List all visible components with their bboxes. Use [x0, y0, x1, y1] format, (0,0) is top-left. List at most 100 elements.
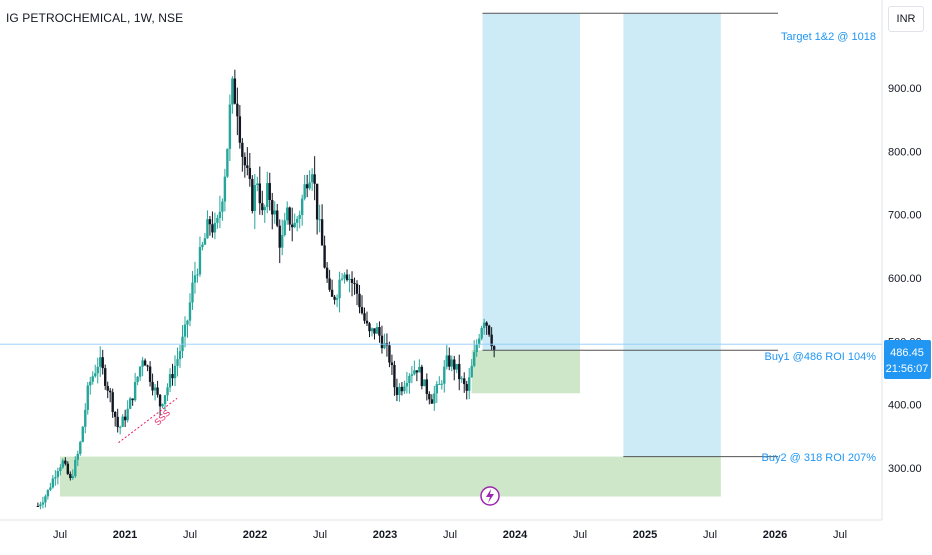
candle-body: [471, 366, 473, 377]
candle-body: [323, 245, 325, 267]
candle-body: [351, 279, 353, 283]
candle-body: [194, 275, 196, 282]
candle-body: [269, 183, 271, 200]
sss-label: SSS: [152, 408, 172, 428]
candle-body: [196, 274, 198, 275]
candle-body: [59, 467, 61, 471]
candle-body: [291, 225, 293, 228]
candle-body: [174, 366, 176, 378]
candle-body: [114, 412, 116, 417]
candle-body: [391, 363, 393, 365]
candle-body: [423, 379, 425, 386]
candle-body: [259, 184, 261, 204]
candle-body: [124, 417, 126, 421]
candle-body: [161, 404, 163, 406]
candle-body: [39, 505, 41, 507]
candle-body: [475, 345, 477, 352]
candle-body: [156, 387, 158, 394]
candle-body: [171, 374, 173, 378]
candle-body: [326, 268, 328, 279]
x-tick-label: 2026: [763, 529, 787, 541]
candle-body: [458, 364, 460, 379]
candle-body: [376, 327, 378, 334]
candle-body: [279, 226, 281, 248]
candle-body: [134, 382, 136, 400]
candle-body: [433, 393, 435, 403]
x-tick-label: Jul: [313, 529, 327, 541]
candle-body: [209, 219, 211, 224]
target-zone-1: [483, 13, 581, 350]
x-tick-label: Jul: [53, 529, 67, 541]
candle-body: [169, 374, 171, 387]
candle-body: [441, 384, 443, 385]
candle-body: [368, 323, 370, 331]
candle-body: [186, 321, 188, 325]
lightning-icon[interactable]: [481, 487, 499, 505]
candle-body: [144, 360, 146, 365]
candle-body: [401, 387, 403, 391]
x-tick-label: Jul: [183, 529, 197, 541]
candle-body: [318, 219, 320, 220]
candle-body: [418, 367, 420, 373]
candle-body: [82, 427, 84, 442]
candle-body: [149, 366, 151, 381]
candle-body: [189, 302, 191, 320]
candle-body: [244, 157, 246, 165]
candle-body: [438, 384, 440, 385]
candle-body: [229, 105, 231, 149]
candle-body: [416, 370, 418, 372]
candle-body: [356, 284, 358, 294]
current-price-tag: 486.45 21:56:07: [884, 340, 931, 379]
candle-body: [313, 174, 315, 183]
candle-body: [64, 461, 66, 464]
candle-body: [331, 290, 333, 297]
candle-body: [54, 477, 56, 478]
candle-body: [104, 368, 106, 386]
candle-body: [129, 399, 131, 409]
candle-body: [246, 165, 248, 168]
candle-body: [201, 245, 203, 247]
candle-body: [107, 386, 109, 391]
candle-body: [408, 376, 410, 383]
x-tick-label: Jul: [703, 529, 717, 541]
candle-body: [361, 307, 363, 313]
candle-body: [381, 336, 383, 348]
candle-body: [293, 223, 295, 227]
x-tick-label: Jul: [833, 529, 847, 541]
buy-zone-1: [472, 350, 580, 393]
current-price-value: 486.45: [890, 347, 924, 359]
candle-body: [271, 200, 273, 214]
candle-body: [264, 207, 266, 210]
candle-body: [463, 378, 465, 384]
candle-body: [204, 238, 206, 244]
candle-body: [89, 382, 91, 386]
candle-body: [446, 355, 448, 366]
candle-body: [154, 387, 156, 390]
candle-body: [393, 365, 395, 387]
candle-body: [468, 377, 470, 391]
y-tick-label: 700.00: [888, 210, 922, 222]
candle-body: [371, 328, 373, 331]
candle-body: [214, 223, 216, 233]
y-tick-label: 800.00: [888, 146, 922, 158]
candle-body: [52, 479, 54, 488]
candle-body: [493, 346, 495, 350]
currency-button[interactable]: INR: [888, 6, 924, 32]
candle-body: [274, 211, 276, 215]
x-tick-label: 2022: [243, 529, 267, 541]
candle-body: [286, 207, 288, 220]
candle-body: [396, 387, 398, 395]
y-axis: 300.00400.00500.00600.00700.00800.00900.…: [888, 83, 922, 475]
candle-body: [456, 364, 458, 370]
candle-body: [488, 326, 490, 335]
candle-body: [428, 394, 430, 399]
candle-body: [413, 370, 415, 374]
candle-body: [131, 399, 133, 401]
candle-body: [84, 410, 86, 427]
candle-body: [276, 211, 278, 226]
candle-body: [62, 461, 64, 468]
symbol-title: IG PETROCHEMICAL, 1W, NSE: [6, 11, 183, 25]
buy1-label: Buy1 @486 ROI 104%: [765, 351, 877, 363]
